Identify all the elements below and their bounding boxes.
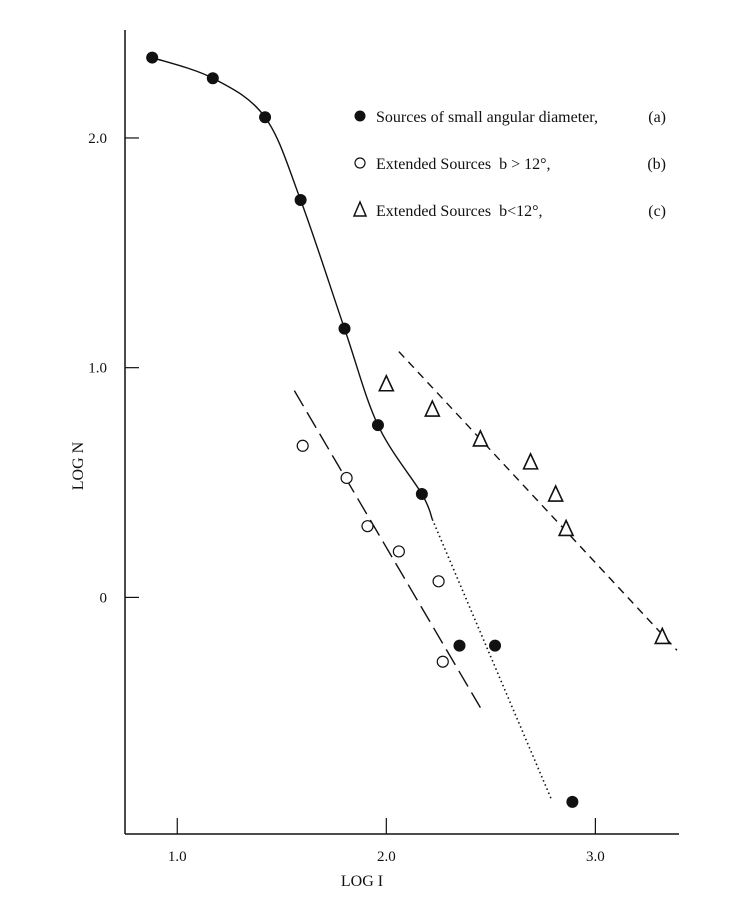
point-b — [340, 471, 353, 485]
point-a — [415, 488, 428, 501]
point-b — [296, 439, 309, 452]
point-c — [522, 451, 539, 470]
fit-b-line — [293, 390, 481, 709]
y-tick-label: 2.0 — [88, 131, 107, 147]
point-a — [338, 322, 351, 335]
y-axis-label: LOG N — [70, 441, 87, 490]
point-a — [371, 419, 384, 432]
legend: Sources of small angular diameter, (a) E… — [352, 109, 666, 220]
point-b — [436, 655, 449, 668]
x-axis-label: LOG I — [341, 873, 383, 890]
axes — [124, 30, 679, 835]
point-a — [259, 111, 272, 124]
legend-tag-a: (a) — [648, 109, 666, 126]
fit-c-line — [398, 351, 678, 651]
y-tick-label: 1.0 — [88, 361, 107, 377]
point-c — [547, 484, 564, 502]
point-c — [654, 626, 671, 645]
point-a — [453, 639, 466, 652]
legend-filled-circle-icon — [354, 110, 366, 122]
point-c — [557, 518, 575, 537]
point-a — [489, 639, 502, 652]
point-a — [206, 72, 219, 85]
fit-a-dotted-line — [431, 518, 553, 800]
legend-label-b: Extended Sources b > 12°, — [376, 156, 551, 173]
y-tick-label: 0 — [100, 590, 108, 606]
x-tick-label: 3.0 — [586, 849, 605, 865]
x-tick-label: 2.0 — [377, 849, 396, 865]
point-c — [472, 428, 489, 447]
point-a — [146, 51, 159, 64]
point-b — [361, 520, 374, 533]
legend-label-a: Sources of small angular diameter, — [376, 109, 598, 126]
point-a — [294, 193, 307, 206]
point-a — [566, 795, 579, 808]
legend-triangle-icon — [352, 200, 368, 217]
point-c — [378, 373, 395, 392]
fit-a-curve-line — [151, 56, 433, 520]
legend-open-circle-icon — [354, 157, 366, 169]
legend-tag-b: (b) — [647, 156, 666, 173]
legend-label-c: Extended Sources b<12°, — [376, 203, 543, 220]
point-b — [392, 545, 405, 558]
point-c — [424, 399, 441, 417]
legend-tag-c: (c) — [648, 203, 666, 220]
point-b — [432, 575, 445, 588]
x-tick-label: 1.0 — [168, 849, 187, 865]
